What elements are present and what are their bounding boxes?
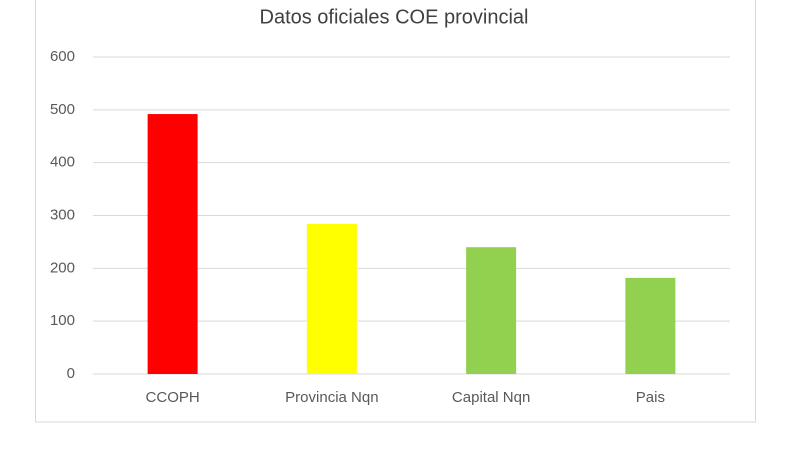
y-tick-label: 400 xyxy=(50,154,75,171)
x-tick-label: CCOPH xyxy=(146,389,200,406)
y-tick-label: 100 xyxy=(50,312,75,329)
chart-title: Datos oficiales COE provincial xyxy=(260,6,529,28)
y-tick-label: 300 xyxy=(50,206,75,223)
bar xyxy=(306,223,357,374)
bar xyxy=(625,277,676,374)
y-tick-label: 0 xyxy=(67,365,75,382)
x-tick-label: Capital Nqn xyxy=(452,389,530,406)
bar xyxy=(147,114,198,374)
y-tick-label: 200 xyxy=(50,259,75,276)
y-tick-label: 600 xyxy=(50,48,75,65)
bar xyxy=(466,247,517,374)
x-tick-label: Pais xyxy=(636,389,665,406)
x-tick-label: Provincia Nqn xyxy=(285,389,378,406)
y-tick-label: 500 xyxy=(50,101,75,118)
